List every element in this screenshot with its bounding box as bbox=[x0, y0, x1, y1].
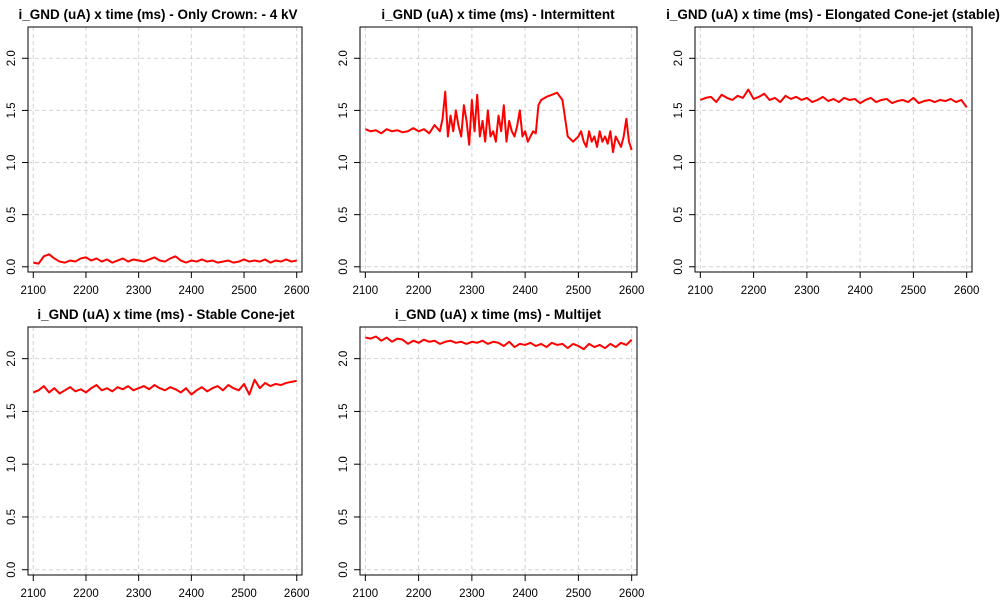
x-tick-label: 2600 bbox=[284, 285, 310, 297]
y-tick-label: 0.5 bbox=[338, 509, 350, 525]
plot-frame bbox=[27, 326, 303, 576]
x-tick-label: 2100 bbox=[353, 285, 379, 297]
x-tick-label: 2200 bbox=[73, 285, 99, 297]
x-tick-label: 2200 bbox=[406, 285, 432, 297]
series-line bbox=[365, 335, 633, 351]
y-tick-label: 2.0 bbox=[338, 50, 350, 66]
y-tick-label: 1.5 bbox=[338, 403, 350, 419]
series-line bbox=[364, 90, 633, 154]
y-tick-label: 0.0 bbox=[6, 259, 18, 275]
x-tick-label: 2600 bbox=[954, 285, 980, 297]
x-tick-label: 2300 bbox=[794, 285, 820, 297]
y-tick-label: 1.5 bbox=[6, 102, 18, 118]
y-tick-label: 1.0 bbox=[338, 456, 350, 472]
x-tick-label: 2200 bbox=[73, 588, 99, 600]
x-tick-label: 2500 bbox=[231, 588, 257, 600]
y-tick-label: 0.0 bbox=[673, 259, 685, 275]
y-tick-label: 0.5 bbox=[673, 207, 685, 223]
plot-frame bbox=[359, 326, 638, 576]
x-tick-label: 2400 bbox=[847, 285, 873, 297]
chart-panel-5: 2100 2200 2300 2400 2500 2600 0.0 0.5 1.0 1.5 2.0 i… bbox=[338, 307, 644, 600]
chart-panel-3: 2100 2200 2300 2400 2500 2600 0.0 0.5 1.0 1.5 2.0 i… bbox=[666, 7, 1000, 297]
y-tick-label: 0.0 bbox=[338, 562, 350, 578]
y-tick-label: 2.0 bbox=[6, 50, 18, 66]
y-tick-label: 1.5 bbox=[338, 102, 350, 118]
y-tick-label: 0.0 bbox=[6, 562, 18, 578]
series-line bbox=[699, 88, 968, 108]
chart-panel-2: 2100 2200 2300 2400 2500 2600 0.0 0.5 1.0 1.5 2.0 i… bbox=[338, 7, 644, 297]
x-tick-label: 2100 bbox=[20, 285, 46, 297]
x-tick-label: 2600 bbox=[619, 285, 645, 297]
x-tick-label: 2100 bbox=[20, 588, 46, 600]
y-tick-label: 0.5 bbox=[6, 207, 18, 223]
panel-title: i_GND (uA) x time (ms) - Stable Cone-jet bbox=[37, 307, 295, 322]
plot-frame bbox=[359, 26, 638, 273]
panel-title: i_GND (uA) x time (ms) - Only Crown: - 4… bbox=[18, 7, 297, 22]
x-tick-label: 2500 bbox=[566, 588, 592, 600]
y-tick-label: 1.0 bbox=[338, 155, 350, 171]
y-tick-label: 2.0 bbox=[673, 50, 685, 66]
plot-frame bbox=[694, 26, 973, 273]
plot-frame bbox=[27, 26, 303, 273]
chart-panel-4: 2100 2200 2300 2400 2500 2600 0.0 0.5 1.0 1.5 2.0 i… bbox=[6, 307, 310, 600]
x-tick-label: 2200 bbox=[741, 285, 767, 297]
panel-title: i_GND (uA) x time (ms) - Elongated Cone-… bbox=[666, 7, 1000, 22]
y-tick-label: 1.0 bbox=[673, 155, 685, 171]
y-tick-label: 1.5 bbox=[673, 102, 685, 118]
x-tick-label: 2500 bbox=[231, 285, 257, 297]
y-tick-label: 0.5 bbox=[6, 509, 18, 525]
x-tick-label: 2300 bbox=[126, 285, 152, 297]
y-tick-label: 1.0 bbox=[6, 456, 18, 472]
x-tick-label: 2400 bbox=[512, 588, 538, 600]
x-tick-label: 2400 bbox=[179, 285, 205, 297]
series-line bbox=[32, 378, 297, 396]
chart-panel-1: 2100 2200 2300 2400 2500 2600 0.0 0.5 1.0 1.5 2.0 i… bbox=[6, 7, 310, 297]
x-tick-label: 2200 bbox=[406, 588, 432, 600]
x-tick-label: 2300 bbox=[459, 285, 485, 297]
x-tick-label: 2400 bbox=[512, 285, 538, 297]
x-tick-label: 2100 bbox=[353, 588, 379, 600]
y-tick-label: 1.5 bbox=[6, 403, 18, 419]
panel-title: i_GND (uA) x time (ms) - Multijet bbox=[395, 307, 602, 322]
x-tick-label: 2300 bbox=[459, 588, 485, 600]
y-tick-label: 2.0 bbox=[338, 351, 350, 367]
series-line bbox=[33, 253, 297, 265]
y-tick-label: 0.0 bbox=[338, 259, 350, 275]
x-tick-label: 2600 bbox=[619, 588, 645, 600]
y-tick-label: 2.0 bbox=[6, 351, 18, 367]
x-tick-label: 2400 bbox=[179, 588, 205, 600]
x-tick-label: 2100 bbox=[688, 285, 714, 297]
y-tick-label: 0.5 bbox=[338, 207, 350, 223]
y-tick-label: 1.0 bbox=[6, 155, 18, 171]
x-tick-label: 2500 bbox=[901, 285, 927, 297]
panel-title: i_GND (uA) x time (ms) - Intermittent bbox=[381, 7, 615, 22]
x-tick-label: 2600 bbox=[284, 588, 310, 600]
x-tick-label: 2500 bbox=[566, 285, 592, 297]
x-tick-label: 2300 bbox=[126, 588, 152, 600]
